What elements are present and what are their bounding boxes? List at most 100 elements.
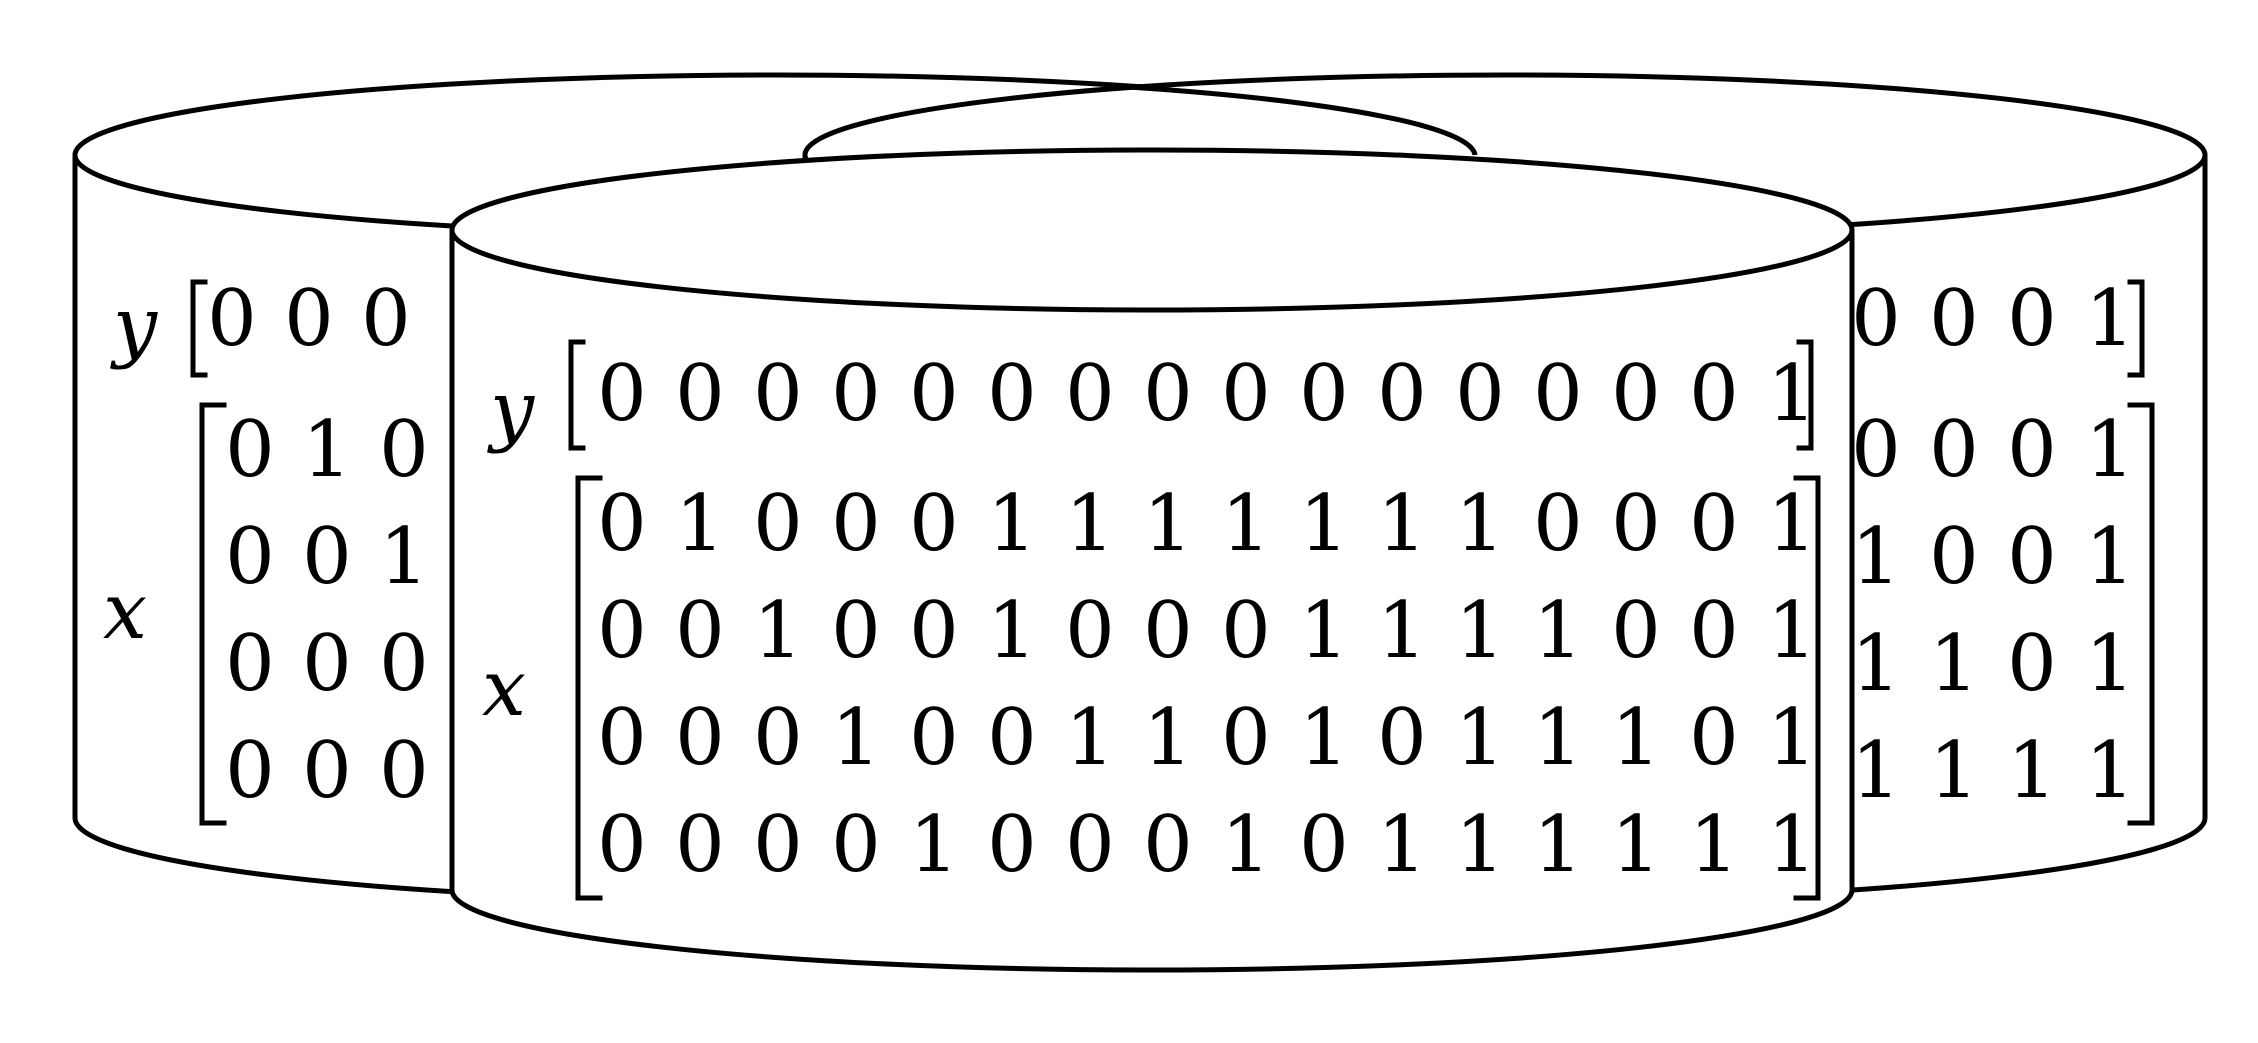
front-x-bit: 0 [675,693,725,783]
front-y-bit: 1 [1767,349,1817,439]
front-y-bit: 0 [1221,349,1271,439]
front-x-bit: 0 [1689,586,1739,676]
front-x-bit: 1 [1767,586,1817,676]
back-x-bit: 1 [302,405,352,495]
front-x-bit: 1 [675,479,725,569]
front-y-bit: 0 [1143,349,1193,439]
front-y-bit: 0 [1455,349,1505,439]
front-x-bit: 0 [597,586,647,676]
front-x-bit: 1 [1767,693,1817,783]
back-x-bit: 0 [225,726,275,816]
back-x-bit: 0 [1851,405,1901,495]
front-x-bit: 0 [1221,693,1271,783]
front-x-bit: 1 [1689,800,1739,890]
front-x-bit: 0 [753,693,803,783]
back-x-bit: 0 [302,512,352,602]
front-x-left-bracket [575,475,603,901]
back-x-bit: 1 [1851,619,1901,709]
back-x-right-matrix: 0 0 0 11 0 0 11 1 0 11 1 1 1 [1851,405,2135,816]
back-x-bit: 0 [302,619,352,709]
back-y-left-bracket [190,279,208,378]
front-x-bit: 1 [1611,800,1661,890]
front-x-bit: 1 [1143,479,1193,569]
front-x-bit: 0 [597,693,647,783]
front-y-bit: 0 [597,349,647,439]
front-y-bit: 0 [1689,349,1739,439]
front-x-bit: 0 [1065,800,1115,890]
back-x-bit: 0 [379,726,429,816]
back-x-bit: 0 [225,405,275,495]
back-x-bit: 1 [1851,726,1901,816]
back-x-left-matrix: 0 1 00 0 10 0 00 0 0 [225,405,429,816]
front-cylinder-body [449,227,1855,973]
back-y-label: y [110,281,158,371]
front-y-bit: 0 [1533,349,1583,439]
front-x-bit: 1 [1533,586,1583,676]
back-x-bit: 1 [1929,726,1979,816]
front-x-bit: 0 [1065,586,1115,676]
front-x-bit: 0 [909,693,959,783]
front-x-bit: 1 [1455,800,1505,890]
front-x-bit: 0 [831,800,881,890]
front-x-bit: 1 [1455,693,1505,783]
front-y-bit: 0 [987,349,1037,439]
back-x-bit: 0 [302,726,352,816]
front-y-bit: 0 [831,349,881,439]
back-x-bit: 0 [2007,405,2057,495]
back-x-bit: 1 [1929,619,1979,709]
back-x-bit: 0 [1929,512,1979,602]
front-x-bit: 0 [1143,586,1193,676]
front-x-bit: 1 [1221,479,1271,569]
front-x-bit: 0 [1611,586,1661,676]
back-x-left-bracket [199,402,227,826]
front-x-bit: 1 [1533,693,1583,783]
front-x-matrix: 0 1 0 0 0 1 1 1 1 1 1 1 0 0 0 10 0 1 0 0 1 0 0 0 1 1 1 1 0 0 10 0 0 1 0 0 1 1… [597,479,1817,890]
front-x-bit: 0 [1143,800,1193,890]
front-x-bit: 0 [831,586,881,676]
front-x-bit: 1 [987,586,1037,676]
front-x-bit: 0 [909,586,959,676]
front-y-bit: 0 [675,349,725,439]
front-y-bit: 0 [1611,349,1661,439]
back-y-bit: 0 [1851,274,1901,364]
front-x-bit: 1 [1299,586,1349,676]
back-x-bit: 0 [225,619,275,709]
back-x-bit: 0 [379,405,429,495]
front-y-bit: 0 [1065,349,1115,439]
front-x-bit: 0 [1689,693,1739,783]
back-x-bit: 1 [2085,405,2135,495]
front-x-bit: 1 [1299,693,1349,783]
front-x-bit: 0 [909,479,959,569]
back-x-label: x [103,567,147,657]
front-cylinder [449,147,1855,973]
front-x-bit: 1 [1767,800,1817,890]
front-x-bit: 0 [1533,479,1583,569]
front-y-bit: 0 [753,349,803,439]
front-x-right-bracket [1793,475,1821,901]
front-x-bit: 1 [1611,693,1661,783]
front-x-bit: 0 [597,800,647,890]
front-x-label: x [482,644,526,734]
back-x-right-bracket [2127,402,2155,826]
front-y-bit: 0 [909,349,959,439]
back-x-bit: 1 [1851,512,1901,602]
front-x-bit: 0 [675,800,725,890]
front-x-bit: 1 [1377,479,1427,569]
front-x-bit: 1 [1221,800,1271,890]
back-x-bit: 0 [1929,405,1979,495]
front-x-bit: 0 [987,800,1037,890]
back-x-bit: 1 [2085,512,2135,602]
front-x-bit: 0 [1611,479,1661,569]
front-x-bit: 1 [1455,479,1505,569]
front-x-bit: 0 [1377,693,1427,783]
front-x-bit: 1 [831,693,881,783]
back-x-bit: 1 [379,512,429,602]
front-x-bit: 1 [1533,800,1583,890]
front-x-bit: 1 [1065,693,1115,783]
front-x-bit: 1 [1299,479,1349,569]
back-x-bit: 1 [2085,619,2135,709]
